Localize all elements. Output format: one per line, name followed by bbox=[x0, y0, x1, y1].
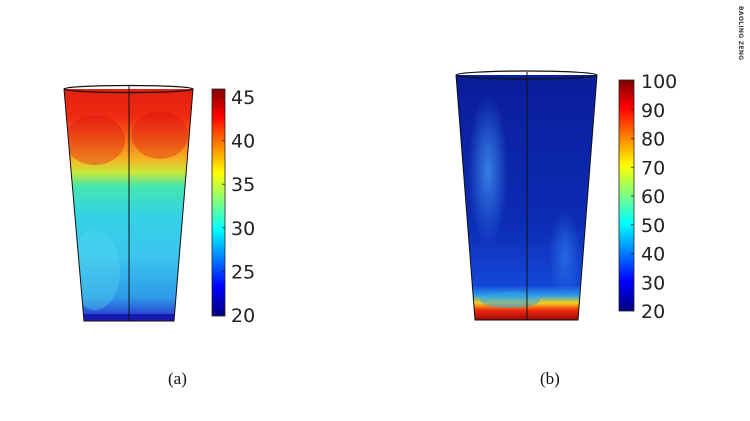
colorbar-tick-label: 100 bbox=[641, 71, 677, 93]
panel-a-colorbar-ticks: 45 40 35 30 25 20 bbox=[222, 87, 255, 327]
panel-a-caption: (a) bbox=[168, 369, 187, 388]
colorbar-tick-label: 90 bbox=[641, 100, 665, 122]
panel-a: 45 40 35 30 25 20 (a) bbox=[63, 84, 255, 388]
colorbar-tick-label: 30 bbox=[231, 218, 255, 240]
colorbar-tick-label: 20 bbox=[231, 305, 255, 327]
colorbar-tick-label: 50 bbox=[641, 215, 665, 237]
colorbar-tick-label: 70 bbox=[641, 157, 665, 179]
colorbar-tick-label: 35 bbox=[231, 174, 255, 196]
colorbar-tick-label: 60 bbox=[641, 186, 665, 208]
colorbar-tick-label: 80 bbox=[641, 129, 665, 151]
panel-a-colorbar bbox=[211, 88, 226, 317]
colorbar-tick-label: 40 bbox=[231, 131, 255, 153]
colorbar-tick-label: 20 bbox=[641, 301, 665, 323]
colorbar-tick-label: 45 bbox=[231, 87, 255, 109]
panel-b-colorbar bbox=[618, 79, 635, 312]
panel-b-colorbar-ticks: 100 90 80 70 60 50 40 30 20 bbox=[631, 71, 677, 323]
panel-b-caption: (b) bbox=[540, 369, 560, 388]
colorbar-tick-label: 30 bbox=[641, 272, 665, 294]
colorbar-tick-label: 25 bbox=[231, 261, 255, 283]
colorbar-tick-label: 40 bbox=[641, 244, 665, 266]
panel-b: 100 90 80 70 60 50 40 30 20 (b) bbox=[455, 70, 677, 388]
